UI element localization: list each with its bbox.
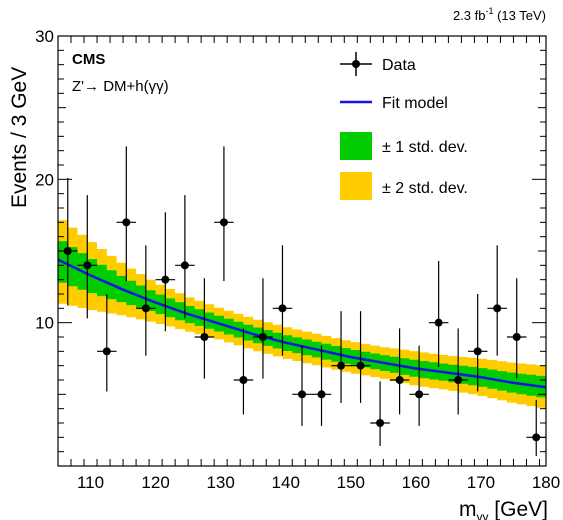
legend-label-data: Data — [382, 57, 416, 74]
data-point — [155, 212, 176, 332]
data-point-marker — [122, 218, 131, 227]
legend-item-band2: ± 2 std. dev. — [340, 172, 468, 200]
data-point — [292, 345, 312, 426]
x-tick-label: 130 — [206, 473, 234, 492]
data-point-marker — [63, 247, 72, 255]
data-point-marker — [532, 433, 541, 442]
x-tick-label: 120 — [141, 473, 169, 492]
data-point-marker — [200, 333, 209, 341]
data-point-marker — [337, 361, 346, 370]
data-point — [97, 294, 117, 392]
x-tick-label: 140 — [272, 473, 300, 492]
band1-swatch-icon — [340, 132, 372, 160]
legend-item-data: Data — [340, 52, 416, 76]
legend: Data Fit model ± 1 std. dev. ± 2 std. de… — [340, 52, 468, 200]
y-tick-label: 10 — [35, 314, 54, 333]
axis-ticks: 110 120 130 140 150 160 170 180 10 20 30 — [35, 27, 560, 492]
x-tick-label: 110 — [77, 473, 104, 492]
data-point — [136, 245, 156, 356]
legend-label-fit: Fit model — [382, 95, 448, 112]
legend-label-band2: ± 2 std. dev. — [382, 180, 468, 197]
data-point-marker — [298, 390, 306, 399]
data-point-marker — [83, 261, 92, 270]
data-point — [350, 311, 371, 403]
data-point-marker — [239, 376, 248, 384]
experiment-label: CMS — [72, 51, 105, 68]
legend-label-band1: ± 1 std. dev. — [382, 139, 468, 156]
data-point — [487, 245, 507, 356]
legend-item-band1: ± 1 std. dev. — [340, 132, 468, 160]
lumi-label: 2.3 fb-1 (13 TeV) — [453, 6, 546, 23]
data-point-marker — [454, 376, 463, 384]
x-tick-label: 150 — [337, 473, 365, 492]
legend-item-fit: Fit model — [340, 95, 448, 112]
data-point-marker — [434, 318, 443, 327]
data-point — [389, 328, 410, 415]
data-point-marker — [395, 376, 404, 384]
data-point-marker — [493, 304, 502, 313]
data-point-marker — [102, 347, 111, 356]
data-point — [233, 328, 254, 415]
data-point — [428, 261, 449, 368]
band2-swatch-icon — [340, 172, 372, 200]
data-marker-icon — [352, 60, 360, 68]
data-point — [272, 245, 293, 356]
x-tick-label: 170 — [467, 473, 495, 492]
data-point — [311, 345, 332, 426]
data-point-marker — [376, 419, 385, 427]
data-point — [526, 400, 546, 456]
data-point-marker — [161, 275, 170, 284]
data-point-marker — [180, 261, 189, 270]
data-point — [448, 328, 468, 415]
data-point-marker — [317, 390, 326, 399]
y-axis-label: Events / 3 GeV — [8, 67, 31, 208]
band-1sigma — [58, 241, 546, 398]
uncertainty-bands — [58, 220, 546, 408]
y-tick-label: 20 — [35, 170, 54, 189]
data-point — [58, 177, 78, 306]
data-point-marker — [258, 333, 267, 341]
data-point — [409, 345, 429, 426]
x-tick-label: 180 — [532, 473, 560, 492]
y-tick-label: 30 — [35, 27, 54, 46]
data-point — [506, 278, 527, 379]
data-point — [331, 311, 351, 403]
data-point — [175, 195, 195, 319]
x-axis-label: mγγ [GeV] — [459, 498, 548, 520]
data-point-marker — [512, 333, 521, 341]
band-2sigma — [58, 220, 546, 408]
data-point — [370, 381, 390, 446]
data-point-marker — [278, 304, 287, 313]
data-point — [116, 146, 137, 282]
data-point-marker — [356, 361, 365, 370]
x-tick-label: 160 — [402, 473, 430, 492]
data-point-marker — [473, 347, 482, 356]
process-label: Z'→ DM+h(γγ) — [72, 78, 169, 95]
data-point — [194, 278, 215, 379]
data-point — [77, 195, 98, 319]
data-point-marker — [219, 218, 228, 227]
data-point-marker — [141, 304, 150, 313]
data-point — [214, 146, 234, 282]
data-point — [253, 278, 273, 379]
data-point-marker — [415, 390, 424, 399]
data-points — [58, 146, 546, 456]
data-point — [467, 294, 488, 392]
